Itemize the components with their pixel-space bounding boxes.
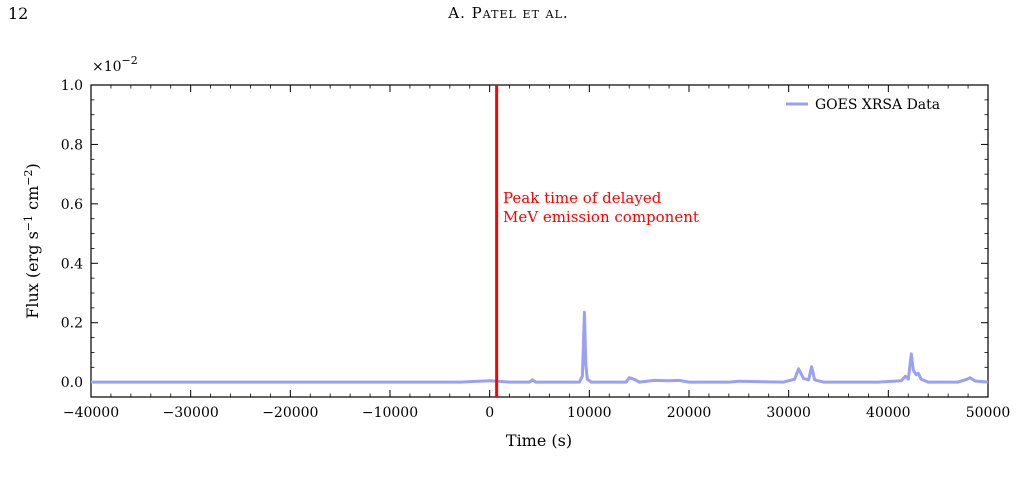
x-tick-label: −30000 <box>163 405 219 421</box>
y-tick-label: 0.4 <box>61 256 83 272</box>
series-line-goes-xrsa <box>91 310 989 384</box>
running-title: A. Patel et al. <box>448 4 569 22</box>
x-tick-label: 10000 <box>567 405 612 421</box>
y-tick-label: 1.0 <box>61 78 83 94</box>
x-tick-label: 20000 <box>667 405 712 421</box>
svg-text:×10−2: ×10−2 <box>92 54 138 75</box>
x-axis-label: Time (s) <box>506 431 572 450</box>
x-tick-label: −20000 <box>262 405 318 421</box>
y-scale-factor: ×10 <box>92 59 122 75</box>
y-axis-ticks: 0.0 0.2 0.4 0.6 0.8 1.0 <box>61 78 988 398</box>
x-tick-label: 40000 <box>866 405 911 421</box>
x-tick-label: −40000 <box>63 405 119 421</box>
y-tick-label: 0.8 <box>61 137 83 153</box>
x-tick-label: 50000 <box>966 405 1011 421</box>
y-tick-label: 0.2 <box>61 316 83 332</box>
x-tick-label: 0 <box>485 405 494 421</box>
legend-label-goes-xrsa: GOES XRSA Data <box>815 97 940 113</box>
y-tick-label: 0.0 <box>61 375 83 391</box>
x-axis-ticks: −40000 −30000 −20000 −10000 0 10000 20000 30000… <box>63 85 1010 421</box>
y-axis-label: Flux (erg s−1 cm−2) <box>22 163 42 318</box>
x-tick-label: −10000 <box>362 405 418 421</box>
x-tick-label: 30000 <box>766 405 811 421</box>
annotation-line-1: Peak time of delayed <box>503 189 662 207</box>
legend: GOES XRSA Data <box>786 97 940 113</box>
page-number: 12 <box>8 4 29 23</box>
y-tick-label: 0.6 <box>61 197 83 213</box>
annotation-line-2: MeV emission component <box>503 208 699 226</box>
plot-frame <box>90 84 989 398</box>
y-scale-exponent: −2 <box>122 54 138 67</box>
